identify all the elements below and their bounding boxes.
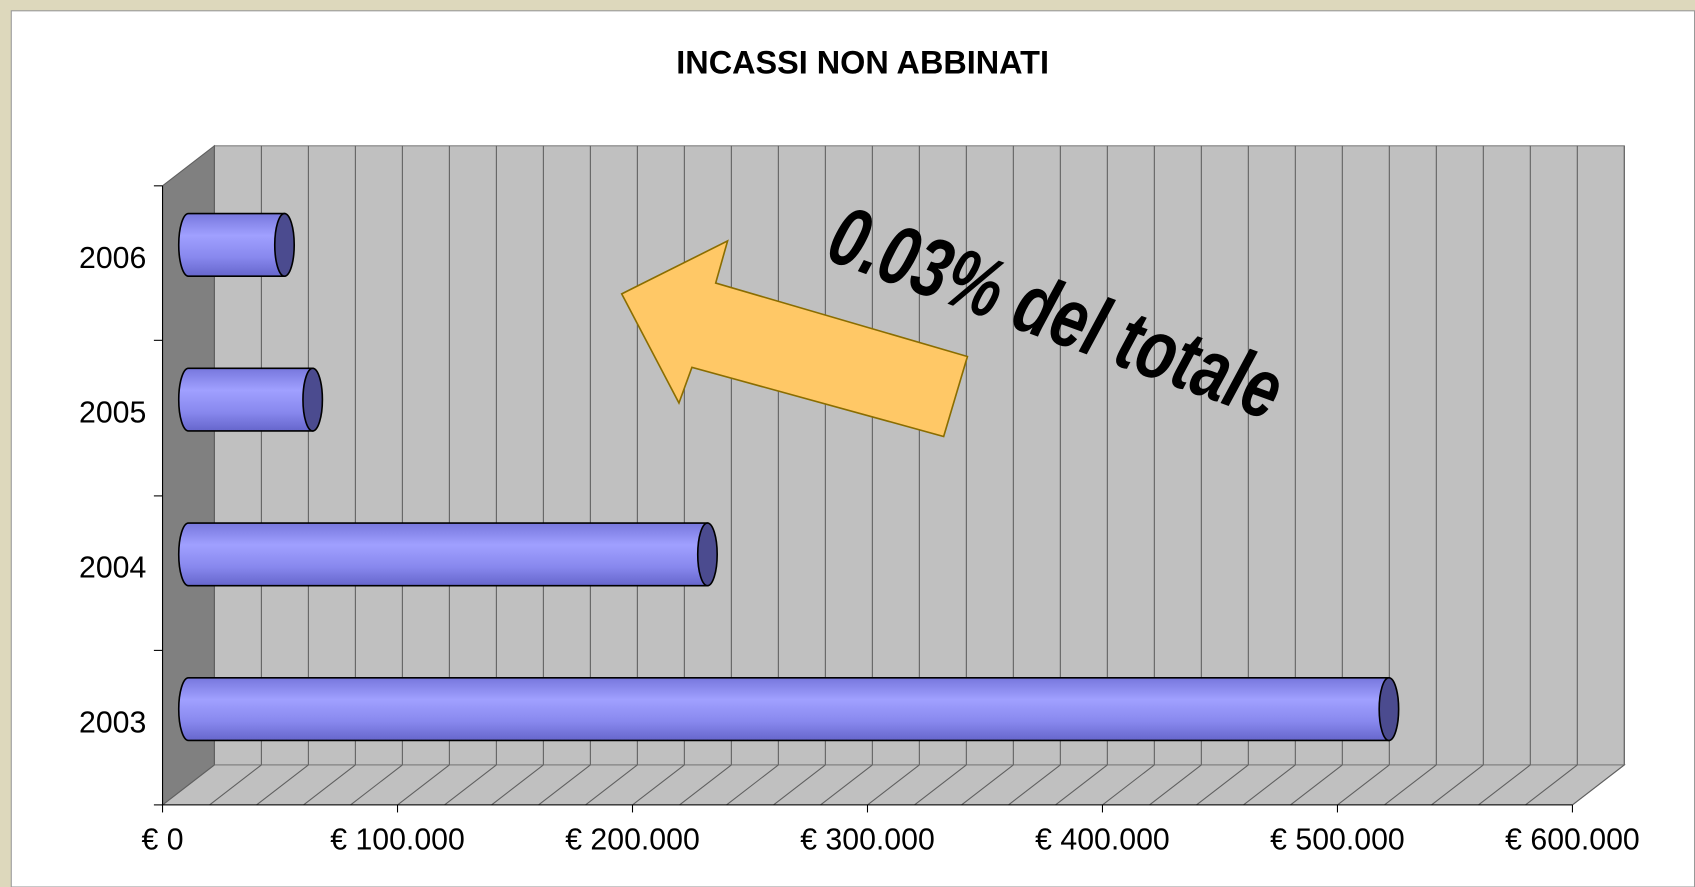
floor-grid-line [1337,764,1390,806]
x-tick-label: € 0 [142,824,184,857]
grid [162,145,1625,806]
x-tick-label: € 600.000 [1505,824,1640,857]
floor-grid-line [726,764,779,806]
floor-grid-line [397,764,450,806]
floor-grid-line [1525,764,1578,806]
x-tick-label: € 300.000 [800,824,935,857]
bar [177,522,709,587]
floor-grid-line [209,764,262,806]
floor-grid-line [585,764,638,806]
x-tick-label: € 200.000 [565,824,700,857]
floor-grid-line [303,764,356,806]
floor-grid-line [162,764,215,806]
bar [177,212,286,277]
floor-grid-line [1008,764,1061,806]
floor-grid-line [538,764,591,806]
floor-grid-line [1149,764,1202,806]
floor-grid-line [1478,764,1531,806]
floor-grid-line [1055,764,1108,806]
x-tick-label: € 400.000 [1035,824,1170,857]
y-axis-ticks [153,185,163,806]
floor-grid-line [1243,764,1296,806]
floor-grid-line [1384,764,1437,806]
floor-grid-line [491,764,544,806]
floor-grid-line [632,764,685,806]
floor-grid-line [444,764,497,806]
x-tick-label: € 500.000 [1270,824,1405,857]
floor-grid-line [679,764,732,806]
floor-grid-line [1290,764,1343,806]
floor-grid-line [820,764,873,806]
bar-cap [302,367,324,432]
bar [177,676,1390,742]
floor-grid-line [1102,764,1155,806]
bar [177,367,314,432]
x-tick-label: € 100.000 [330,824,465,857]
arrow [620,239,969,438]
y-tick-label: 2005 [79,397,146,430]
bar-cap [273,212,296,277]
bar-cap [1378,676,1400,742]
floor-grid-line [256,764,309,806]
floor-grid-line [961,764,1014,806]
floor-grid-line [1196,764,1249,806]
floor-grid-line [914,764,967,806]
floor-grid-line [350,764,403,806]
floor-grid-line [867,764,920,806]
chart-title: INCASSI NON ABBINATI [676,44,1049,80]
y-tick-label: 2004 [79,551,146,584]
bars [177,212,1400,742]
bar-cap [696,522,718,587]
floor-grid-line [1572,764,1625,806]
y-tick-label: 2003 [79,706,146,739]
y-tick-label: 2006 [79,242,146,275]
floor-grid-line [773,764,826,806]
floor-grid-line [1431,764,1484,806]
